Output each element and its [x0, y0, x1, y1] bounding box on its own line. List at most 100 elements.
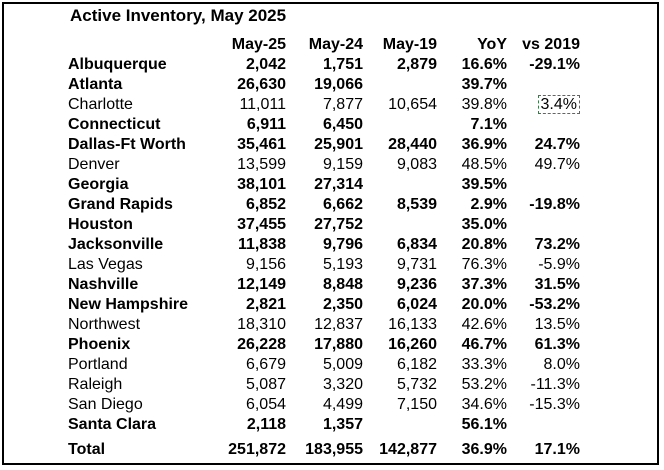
cell-vs2019: [507, 115, 580, 135]
cell-may25: 2,042: [245, 56, 286, 73]
cell-name: Albuquerque: [68, 56, 167, 73]
cell-may24: 1,357: [322, 416, 363, 433]
cell-vs2019: 24.7%: [534, 136, 580, 153]
cell-vs2019: -53.2%: [529, 296, 580, 313]
cell-yoy: 37.3%: [461, 276, 507, 293]
table-row: Georgia 38,101 27,314 39.5%: [68, 175, 580, 195]
cell-vs2019: [507, 415, 580, 435]
table-row: Connecticut 6,911 6,450 7.1%: [68, 115, 580, 135]
cell-vs2019: [507, 215, 580, 235]
cell-name: New Hampshire: [68, 296, 189, 313]
cell-may25: 5,087: [245, 376, 286, 393]
cell-vs2019: 73.2%: [534, 236, 580, 253]
cell-vs2019: -19.8%: [529, 196, 580, 213]
cell-may19: 28,440: [388, 136, 437, 153]
cell-may25: 6,911: [246, 116, 286, 133]
cell-may19: 5,732: [396, 376, 437, 393]
cell-may24: 8,848: [322, 276, 363, 293]
cell-name: Grand Rapids: [68, 196, 173, 213]
cell-may19: 142,877: [379, 441, 437, 458]
cell-may19: 6,834: [396, 236, 437, 253]
cell-may24: 4,499: [322, 396, 363, 413]
cell-vs2019: 8.0%: [543, 356, 580, 373]
cell-may25: 38,101: [237, 176, 286, 193]
cell-yoy: 53.2%: [461, 376, 507, 393]
cell-name: Dallas-Ft Worth: [68, 136, 186, 153]
cell-may24: 2,350: [322, 296, 363, 313]
cell-yoy: 33.3%: [461, 356, 507, 373]
cell-yoy: 48.5%: [461, 156, 507, 173]
cell-may24: 1,751: [322, 56, 363, 73]
table-row: Denver 13,599 9,159 9,083 48.5% 49.7%: [68, 155, 580, 175]
cell-vs2019: [507, 75, 580, 95]
cell-may25: 11,011: [239, 96, 286, 113]
cell-may25: 9,156: [245, 256, 286, 273]
cell-name: Phoenix: [68, 336, 131, 353]
cell-name: Portland: [68, 356, 128, 373]
cell-vs2019: -29.1%: [529, 56, 580, 73]
cell-name: San Diego: [68, 396, 143, 413]
cell-may19: 2,879: [396, 56, 437, 73]
cell-yoy: 2.9%: [470, 196, 507, 213]
cell-yoy: 7.1%: [470, 116, 507, 133]
table-row: San Diego 6,054 4,499 7,150 34.6% -15.3%: [68, 395, 580, 415]
table-row: Albuquerque 2,042 1,751 2,879 16.6% -29.1%: [68, 55, 580, 75]
table-row: Raleigh 5,087 3,320 5,732 53.2% -11.3%: [68, 375, 580, 395]
cell-may19: 9,083: [396, 156, 437, 173]
table-row: Grand Rapids 6,852 6,662 8,539 2.9% -19.8%: [68, 195, 580, 215]
highlight-box: 3.4%: [537, 95, 580, 114]
table-frame: [2, 2, 659, 465]
cell-may19: [363, 175, 437, 195]
cell-vs2019: 13.5%: [534, 316, 580, 333]
cell-may24: 25,901: [314, 136, 363, 153]
cell-may24: 9,796: [322, 236, 363, 253]
cell-may19: 9,731: [396, 256, 437, 273]
cell-name: Houston: [68, 216, 133, 233]
cell-vs2019: 3.4%: [507, 95, 580, 115]
cell-may24: 7,877: [322, 96, 363, 113]
table-row: Las Vegas 9,156 5,193 9,731 76.3% -5.9%: [68, 255, 580, 275]
cell-may24: 17,880: [314, 336, 363, 353]
table-row: Charlotte 11,011 7,877 10,654 39.8% 3.4%: [68, 95, 580, 115]
cell-may24: 27,314: [314, 176, 363, 193]
cell-may24: 27,752: [314, 216, 363, 233]
cell-yoy: 39.8%: [461, 96, 507, 113]
cell-vs2019: 31.5%: [534, 276, 580, 293]
cell-name: Nashville: [68, 276, 139, 293]
table-row: Nashville 12,149 8,848 9,236 37.3% 31.5%: [68, 275, 580, 295]
table-body: Albuquerque 2,042 1,751 2,879 16.6% -29.1% Atl…: [68, 55, 580, 461]
cell-name: Northwest: [68, 316, 141, 333]
cell-may25: 2,118: [246, 416, 286, 433]
table-row: Atlanta 26,630 19,066 39.7%: [68, 75, 580, 95]
cell-yoy: 34.6%: [461, 396, 507, 413]
cell-may19: 6,182: [396, 356, 437, 373]
cell-may24: 5,009: [322, 356, 363, 373]
cell-yoy: 76.3%: [461, 256, 507, 273]
cell-may25: 18,310: [237, 316, 286, 333]
cell-yoy: 20.8%: [461, 236, 507, 253]
cell-name: Santa Clara: [68, 416, 157, 433]
cell-may19: [363, 215, 437, 235]
cell-name: Jacksonville: [68, 236, 164, 253]
cell-yoy: 20.0%: [461, 296, 507, 313]
cell-yoy: 16.6%: [461, 56, 507, 73]
cell-may19: 9,236: [396, 276, 437, 293]
cell-yoy: 39.7%: [461, 76, 507, 93]
cell-may24: 19,066: [314, 76, 363, 93]
cell-vs2019: -5.9%: [538, 256, 580, 273]
cell-may24: 9,159: [322, 156, 363, 173]
table-title: Active Inventory, May 2025: [70, 6, 287, 25]
table-row: New Hampshire 2,821 2,350 6,024 20.0% -53.2%: [68, 295, 580, 315]
cell-may25: 26,630: [237, 76, 286, 93]
cell-name: Charlotte: [68, 96, 133, 113]
cell-yoy: 35.0%: [461, 216, 507, 233]
cell-may19: 7,150: [396, 396, 437, 413]
cell-yoy: 42.6%: [461, 316, 507, 333]
cell-may25: 26,228: [237, 336, 286, 353]
cell-may24: 6,662: [322, 196, 363, 213]
cell-name: Las Vegas: [68, 256, 143, 273]
cell-vs2019: 17.1%: [534, 441, 580, 458]
cell-name: Total: [68, 441, 106, 458]
cell-yoy: 46.7%: [461, 336, 507, 353]
cell-may24: 183,955: [305, 441, 363, 458]
